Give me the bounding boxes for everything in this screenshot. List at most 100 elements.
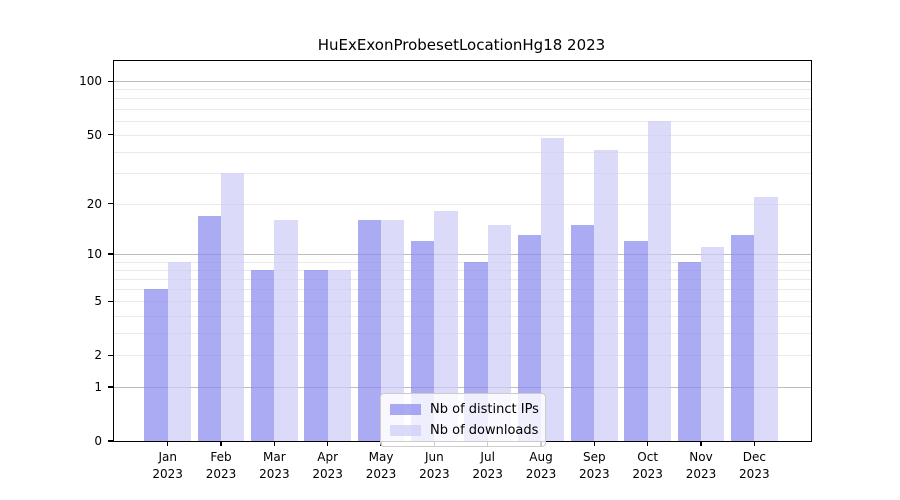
minor-gridline (114, 261, 811, 263)
y-axis-tick (107, 354, 113, 357)
x-axis-tick (273, 441, 276, 446)
year-label: 2023 (205, 467, 237, 481)
y-axis-tick (107, 300, 113, 303)
minor-gridline (114, 315, 811, 317)
bar-ips-mar (251, 269, 275, 441)
bar-downloads-jul (487, 224, 511, 441)
x-axis-tick-label: Apr 2023 (296, 449, 360, 483)
y-axis-tick (107, 133, 113, 136)
y-axis-tick-label: 1 (94, 379, 102, 394)
month-label: Apr (317, 450, 339, 464)
bar-ips-aug (517, 235, 541, 441)
minor-gridline (114, 301, 811, 303)
bar-ips-nov (677, 261, 701, 441)
y-axis-tick-label: 20 (86, 196, 102, 211)
month-label: Nov (689, 450, 713, 464)
month-label: Dec (742, 450, 766, 464)
y-axis-tick (107, 386, 113, 388)
legend-swatch-distinct-ips (390, 404, 421, 415)
year-label: 2023 (312, 467, 343, 481)
x-axis-tick (220, 441, 222, 446)
bar-ips-apr (304, 269, 328, 441)
minor-gridline (114, 173, 811, 175)
bar-downloads-aug (541, 137, 565, 441)
bar-downloads-oct (647, 120, 671, 441)
x-axis-tick-label: Jul 2023 (456, 449, 520, 483)
bar-ips-may (357, 220, 382, 441)
bar-downloads-nov (701, 247, 725, 441)
x-axis-tick (166, 441, 169, 446)
y-axis-tick-label: 0 (94, 434, 102, 448)
x-axis-tick-label: Nov 2023 (669, 449, 733, 483)
x-axis-tick-label: Dec 2023 (722, 449, 786, 483)
x-axis-tick-label: Jan 2023 (136, 449, 200, 483)
month-label: Sep (583, 450, 606, 464)
year-label: 2023 (472, 467, 503, 481)
bar-downloads-sep (594, 149, 618, 441)
major-gridline (114, 81, 811, 83)
y-axis-tick-label: 2 (94, 348, 102, 363)
bar-downloads-mar (274, 220, 298, 441)
month-label: Jun (424, 450, 444, 464)
bar-ips-jan (144, 289, 168, 441)
year-label: 2023 (632, 467, 663, 481)
y-axis-tick (107, 202, 113, 205)
bar-ips-sep (571, 224, 595, 441)
x-axis-tick-label: Sep 2023 (562, 449, 626, 483)
x-axis-tick (700, 441, 702, 446)
legend-label-distinct-ips: Nb of distinct IPs (430, 402, 539, 417)
x-axis-tick-label: Feb 2023 (189, 449, 253, 483)
year-label: 2023 (525, 467, 557, 481)
minor-gridline (114, 120, 811, 122)
major-gridline (114, 386, 811, 388)
x-axis-tick-label: May 2023 (349, 449, 413, 483)
minor-gridline (114, 108, 811, 110)
year-label: 2023 (419, 467, 450, 481)
bar-downloads-feb (221, 173, 245, 441)
y-axis-tick (107, 440, 113, 442)
year-label: 2023 (365, 467, 397, 481)
legend-swatch-downloads (390, 425, 421, 436)
legend: Nb of distinct IPs Nb of downloads (380, 393, 546, 447)
y-axis-tick (107, 80, 113, 83)
y-axis-tick-label: 50 (86, 127, 102, 142)
x-axis-tick (753, 441, 756, 446)
bar-ips-dec (731, 235, 755, 441)
minor-gridline (114, 332, 811, 334)
minor-gridline (114, 269, 811, 271)
x-axis-tick-label: Mar 2023 (242, 449, 306, 483)
bar-ips-feb (197, 215, 222, 441)
minor-gridline (114, 134, 811, 136)
bar-downloads-jan (167, 261, 191, 441)
month-label: May (368, 450, 394, 464)
minor-gridline (114, 98, 811, 100)
y-axis-tick (107, 253, 113, 255)
x-axis-tick (593, 441, 596, 446)
year-label: 2023 (579, 467, 610, 481)
bar-ips-jun (411, 241, 435, 441)
bar-downloads-dec (754, 196, 778, 441)
minor-gridline (114, 151, 811, 153)
year-label: 2023 (739, 467, 770, 481)
x-axis-tick-label: Oct 2023 (616, 449, 680, 483)
bar-downloads-jun (434, 211, 458, 441)
plot-area: 100 50 20 10 5 2 1 0 Jan 2023 Feb 2023 Mar 2023 Apr 202… (79, 60, 812, 481)
bar-ips-oct (624, 241, 648, 441)
x-axis-tick (646, 441, 649, 446)
month-label: Jan (158, 450, 177, 464)
chart-title: HuExExonProbesetLocationHg18 2023 (317, 36, 606, 54)
minor-gridline (114, 203, 811, 205)
month-label: Feb (210, 450, 232, 464)
x-axis-tick-label: Aug 2023 (509, 449, 573, 483)
bar-downloads-may (381, 220, 405, 441)
month-label: Mar (263, 450, 286, 464)
x-axis-tick (326, 441, 329, 446)
y-axis-tick-label: 10 (86, 247, 102, 262)
legend-item-distinct-ips: Nb of distinct IPs (390, 399, 539, 420)
y-axis-tick-label: 5 (94, 294, 102, 309)
major-gridline (114, 254, 811, 256)
minor-gridline (114, 89, 811, 91)
month-label: Oct (637, 450, 659, 464)
bar-downloads-apr (327, 269, 351, 441)
